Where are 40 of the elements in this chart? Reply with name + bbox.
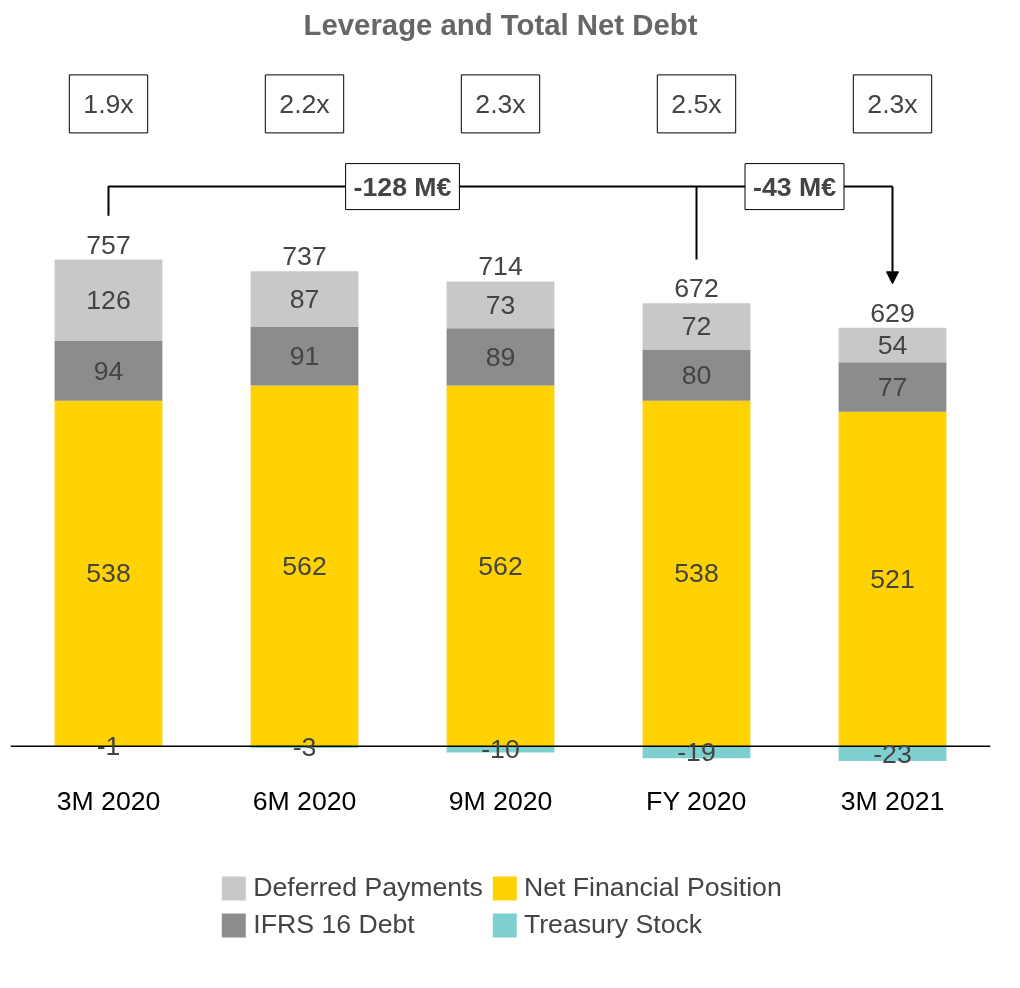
data-label: 73 <box>485 289 516 320</box>
data-label: 72 <box>681 311 712 342</box>
legend-label: Net Financial Position <box>523 872 782 903</box>
data-label: 562 <box>478 550 523 581</box>
total-label: 629 <box>870 297 915 328</box>
total-label: 714 <box>478 251 523 282</box>
x-tick-label: 3M 2021 <box>840 786 945 817</box>
data-label: 54 <box>877 329 908 360</box>
legend-label: IFRS 16 Debt <box>253 909 415 940</box>
data-label: 80 <box>681 360 712 391</box>
x-tick-label: 3M 2020 <box>56 786 161 817</box>
data-label: 77 <box>877 372 908 402</box>
data-label: -10 <box>481 734 520 765</box>
data-label: 562 <box>282 550 327 581</box>
data-label: 91 <box>289 341 320 372</box>
text: 1.9x <box>83 88 135 119</box>
total-label: 672 <box>674 273 719 304</box>
data-label: 538 <box>674 558 719 589</box>
text: 2.5x <box>671 88 723 119</box>
text: -43 M€ <box>753 171 837 202</box>
text: -128 M€ <box>353 171 452 202</box>
chart-title: Leverage and Total Net Debt <box>303 7 698 41</box>
text: 2.2x <box>279 88 331 119</box>
text: 2.3x <box>475 88 527 119</box>
legend-label: Treasury Stock <box>523 909 703 940</box>
data-label: -3 <box>292 732 317 763</box>
x-tick-label: 9M 2020 <box>448 786 553 817</box>
data-label: 87 <box>289 284 320 315</box>
data-label: 521 <box>870 563 915 594</box>
x-tick-label: 6M 2020 <box>252 786 357 817</box>
data-label: 126 <box>86 285 131 316</box>
legend-label: Deferred Payments <box>253 872 483 903</box>
total-label: 737 <box>282 241 327 272</box>
data-label: 89 <box>485 341 516 372</box>
x-tick-label: FY 2020 <box>646 786 747 817</box>
text: 2.3x <box>867 88 919 119</box>
data-label: 94 <box>93 355 124 386</box>
total-label: 757 <box>86 229 131 260</box>
data-label: 538 <box>86 558 131 589</box>
data-label: -23 <box>873 738 912 769</box>
